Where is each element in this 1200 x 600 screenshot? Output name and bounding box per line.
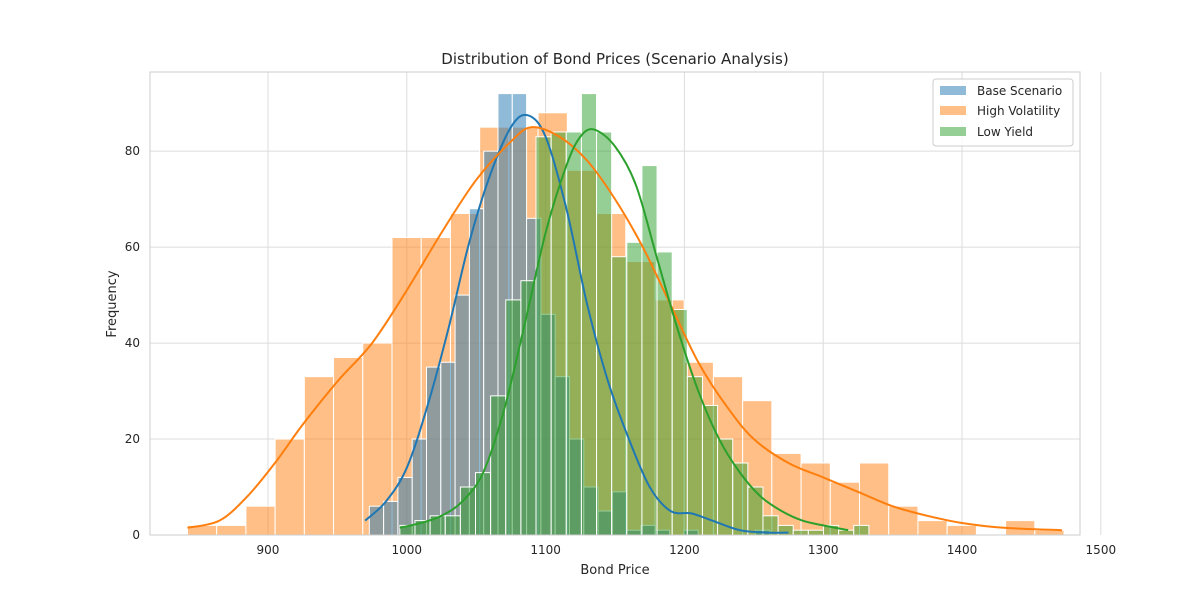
bar-high-volatility-24 [888,505,919,536]
kde-curve-base-scenario [364,113,789,534]
bar-high-volatility-25 [917,520,948,536]
bar-low-yield-19 [686,376,703,536]
bar-high-volatility-26 [946,524,977,536]
x-tick-label-1000: 1000 [392,543,423,557]
bar-high-volatility-1 [216,524,247,536]
y-tick-label-80: 80 [125,144,140,158]
bar-high-volatility-3 [274,438,305,536]
bar-low-yield-14 [611,256,628,536]
bar-low-yield-11 [565,131,582,536]
x-tick-label-1500: 1500 [1086,543,1117,557]
legend-label-high-volatility: High Volatility [977,104,1060,118]
y-tick-label-20: 20 [125,432,140,446]
x-tick-label-900: 900 [257,543,280,557]
bar-low-yield-30 [853,524,870,536]
bar-high-volatility-4 [303,376,335,536]
bar-low-yield-9 [535,136,552,536]
bar-low-yield-16 [641,165,658,536]
kde-curves [187,113,1063,534]
x-tick-label-1200: 1200 [669,543,700,557]
x-tick-label-1400: 1400 [947,543,978,557]
x-tick-label-1100: 1100 [530,543,561,557]
bar-low-yield-20 [701,404,719,536]
bar-high-volatility-23 [859,462,890,536]
y-tick-label-60: 60 [125,240,140,254]
bar-low-yield-7 [505,299,522,536]
bar-high-volatility-2 [245,505,276,536]
plot-area-frame [149,71,1081,536]
bar-low-yield-8 [520,280,537,536]
bar-low-yield-26 [792,529,809,536]
legend-label-low-yield: Low Yield [977,125,1033,139]
legend-label-base-scenario: Base Scenario [977,84,1062,98]
y-tick-labels: 0 20 40 60 80 [125,144,140,542]
bar-low-yield-13 [596,131,613,536]
y-tick-label-40: 40 [125,336,140,350]
bar-base-scenario-1 [383,500,399,536]
bar-low-yield-23 [747,486,764,536]
legend-swatch-high-volatility [940,106,966,115]
legend-frame [932,78,1074,147]
bar-low-yield-27 [807,529,824,536]
bar-low-yield-6 [490,395,507,536]
bar-low-yield-29 [838,529,855,536]
x-tick-label-1300: 1300 [808,543,839,557]
y-axis-label: Frequency [105,270,120,337]
bar-low-yield-21 [717,438,734,536]
bar-low-yield-15 [626,241,643,536]
bar-low-yield-18 [671,308,688,536]
kde-curve-low-yield [399,128,849,532]
chart-title: Distribution of Bond Prices (Scenario An… [441,50,788,68]
x-tick-labels: 900 1000 1100 1200 1300 1400 1500 [257,543,1117,557]
kde-curve-high-volatility [187,126,1063,532]
legend: Base Scenario High Volatility Low Yield [932,78,1074,147]
bar-high-volatility-5 [333,356,364,536]
bar-base-scenario-4 [426,366,442,536]
histogram-bars [186,93,1065,536]
x-axis-label: Bond Price [580,563,649,578]
y-tick-label-0: 0 [132,528,140,542]
bar-low-yield-10 [550,131,567,536]
bar-low-yield-3 [444,515,461,536]
bars-low-yield [399,93,870,536]
legend-swatch-base-scenario [940,86,966,95]
legend-swatch-low-yield [940,127,966,136]
